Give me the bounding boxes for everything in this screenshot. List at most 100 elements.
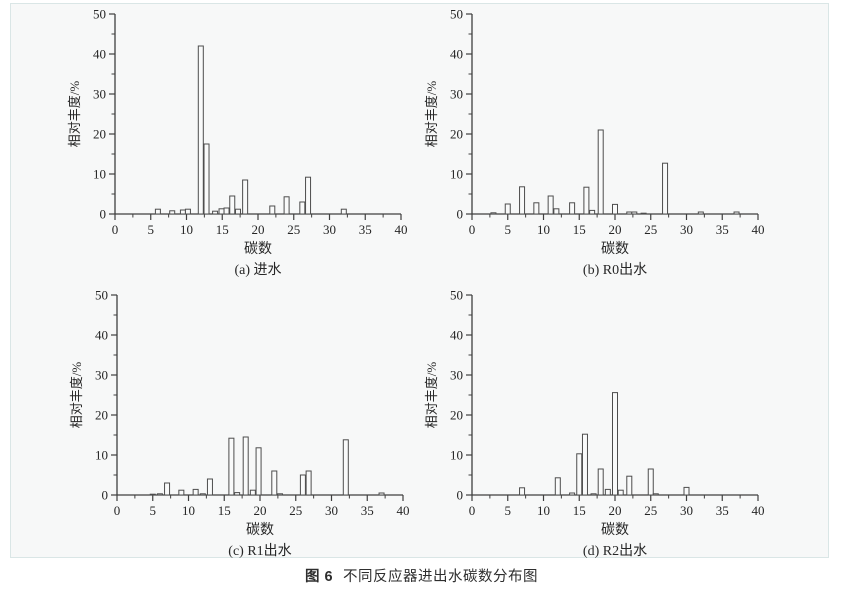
bar — [269, 205, 276, 215]
y-tick-label: 20 — [95, 408, 108, 423]
x-tick-label: 5 — [150, 503, 157, 518]
bar — [640, 212, 647, 215]
y-tick-label: 50 — [95, 288, 108, 303]
bar — [504, 203, 511, 215]
y-tick-label: 10 — [93, 167, 106, 182]
subplot-caption: (d) R2出水 — [583, 543, 647, 559]
bar — [234, 492, 241, 496]
figure-caption-number: 图 6 — [304, 569, 334, 585]
y-tick-label: 10 — [95, 448, 108, 463]
x-tick-label: 35 — [716, 503, 729, 518]
y-tick-label: 30 — [450, 368, 463, 383]
figure-panel — [10, 3, 829, 558]
figure-caption-text: 不同反应器进出水碳数分布图 — [343, 569, 539, 585]
x-tick-label: 25 — [644, 503, 657, 518]
x-tick-label: 40 — [752, 222, 765, 237]
bar — [652, 493, 659, 496]
x-tick-label: 15 — [573, 222, 586, 237]
x-tick-label: 5 — [505, 503, 512, 518]
bar — [164, 482, 171, 496]
bar — [229, 195, 236, 215]
y-tick-label: 50 — [450, 7, 463, 22]
figure-caption: 图 6 不同反应器进出水碳数分布图 — [0, 565, 843, 586]
bar — [179, 209, 186, 215]
bar — [617, 489, 624, 496]
y-tick-label: 20 — [93, 127, 106, 142]
y-tick-label: 40 — [93, 47, 106, 62]
y-tick-label: 0 — [457, 488, 464, 503]
x-tick-label: 40 — [752, 503, 765, 518]
bar — [589, 209, 596, 215]
bar — [519, 487, 526, 496]
bar — [255, 447, 262, 496]
x-tick-label: 30 — [325, 503, 338, 518]
y-tick-label: 0 — [100, 207, 107, 222]
bar — [547, 195, 554, 215]
bar — [612, 392, 618, 496]
x-tick-label: 10 — [537, 222, 550, 237]
bar — [299, 201, 306, 215]
x-tick-label: 35 — [359, 222, 372, 237]
bar — [218, 208, 225, 215]
x-tick-label: 20 — [254, 503, 267, 518]
bar — [249, 489, 256, 496]
y-tick-label: 20 — [450, 127, 463, 142]
y-axis-label: 相对丰度/% — [424, 362, 439, 429]
bar — [490, 212, 497, 215]
bar — [169, 210, 176, 215]
x-axis-label: 碳数 — [244, 241, 272, 257]
x-tick-label: 0 — [469, 222, 476, 237]
x-tick-label: 40 — [395, 222, 408, 237]
x-tick-label: 30 — [680, 503, 693, 518]
bar — [733, 211, 740, 215]
x-tick-label: 5 — [505, 222, 512, 237]
bar-chart-r1-effluent: 0 10 20 30 40 50 0 5 10 15 20 25 30 35 40 相对丰度/% 碳数 (c) R… — [69, 288, 410, 559]
bar-chart-r2-effluent: 0 10 20 30 40 50 0 5 10 15 20 25 30 35 40 相对丰度/% 碳数 (d) R… — [424, 288, 765, 559]
bar — [184, 208, 191, 215]
bar — [569, 202, 576, 215]
bar — [271, 470, 278, 496]
x-tick-label: 30 — [680, 222, 693, 237]
bar — [697, 211, 704, 215]
bar — [342, 439, 349, 496]
x-tick-label: 25 — [289, 503, 302, 518]
bar — [156, 493, 163, 496]
bar — [178, 489, 185, 496]
x-tick-label: 10 — [180, 222, 193, 237]
bar — [612, 203, 618, 215]
y-tick-label: 0 — [457, 207, 464, 222]
x-tick-label: 20 — [609, 222, 622, 237]
y-tick-label: 10 — [450, 167, 463, 182]
bar — [569, 492, 576, 496]
y-tick-label: 10 — [450, 448, 463, 463]
bar — [553, 208, 560, 215]
bar — [647, 468, 654, 496]
y-tick-label: 40 — [450, 328, 463, 343]
bar — [283, 196, 290, 215]
bar — [228, 437, 235, 496]
bar — [626, 211, 633, 215]
bar — [206, 478, 213, 496]
bar — [662, 162, 669, 215]
x-tick-label: 10 — [537, 503, 550, 518]
bar — [597, 468, 604, 496]
bar — [212, 210, 219, 215]
bar — [277, 493, 284, 496]
bar — [223, 207, 230, 215]
bar-chart-r0-effluent: 0 10 20 30 40 50 0 5 10 15 20 25 30 35 40 相对丰度/% 碳数 (b) R… — [424, 7, 765, 278]
bar — [242, 436, 249, 496]
y-tick-label: 40 — [95, 328, 108, 343]
y-tick-label: 20 — [450, 408, 463, 423]
bar — [581, 433, 588, 496]
bar — [554, 477, 561, 496]
y-tick-label: 30 — [95, 368, 108, 383]
bar — [683, 486, 690, 496]
x-axis-label: 碳数 — [601, 241, 629, 257]
bar — [192, 488, 199, 496]
bar — [149, 493, 156, 496]
bar — [626, 475, 633, 496]
bar — [590, 493, 597, 496]
y-tick-label: 30 — [450, 87, 463, 102]
bar — [519, 186, 526, 215]
